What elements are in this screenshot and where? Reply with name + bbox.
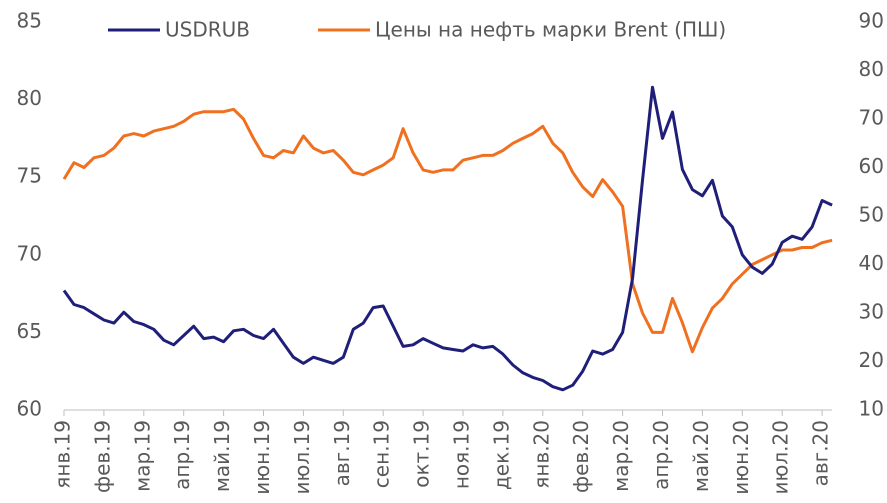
x-tick-label: апр.19 <box>170 420 194 490</box>
x-tick-label: июн.19 <box>250 420 274 495</box>
x-tick-label: июл.19 <box>290 420 314 494</box>
y2-tick-label: 30 <box>859 300 884 324</box>
x-tick-label: янв.19 <box>51 420 75 489</box>
series-line <box>62 85 833 392</box>
x-tick-label: май.19 <box>210 420 234 492</box>
legend-label: Цены на нефть марки Brent (ПШ) <box>375 18 726 42</box>
x-tick-label: апр.20 <box>649 420 673 490</box>
x-tick-label: фев.19 <box>90 420 114 493</box>
y-tick-label: 75 <box>17 164 42 188</box>
y2-tick-label: 80 <box>859 57 884 81</box>
x-tick-label: авг.19 <box>330 420 354 486</box>
x-tick-label: ноя.19 <box>450 420 474 489</box>
legend-label: USDRUB <box>165 18 250 42</box>
y2-tick-label: 60 <box>859 154 884 178</box>
x-tick-label: фев.20 <box>569 420 593 493</box>
x-tick-label: июн.20 <box>729 420 753 495</box>
y2-tick-label: 90 <box>859 9 884 33</box>
x-tick-label: июл.20 <box>769 420 793 494</box>
series-line <box>62 107 833 354</box>
y-tick-label: 60 <box>17 397 42 421</box>
y-tick-label: 80 <box>17 86 42 110</box>
x-tick-label: мар.20 <box>609 420 633 492</box>
y2-tick-label: 40 <box>859 251 884 275</box>
x-tick-label: дек.19 <box>489 420 513 490</box>
y2-tick-label: 70 <box>859 106 884 130</box>
y2-tick-label: 10 <box>859 397 884 421</box>
y-tick-label: 65 <box>17 319 42 343</box>
y2-tick-label: 50 <box>859 203 884 227</box>
x-tick-label: авг.20 <box>809 420 833 486</box>
x-tick-label: май.20 <box>689 420 713 492</box>
x-tick-label: мар.19 <box>130 420 154 492</box>
y-tick-label: 70 <box>17 241 42 265</box>
y2-tick-label: 20 <box>859 348 884 372</box>
x-tick-label: сен.19 <box>370 420 394 488</box>
y-tick-label: 85 <box>17 9 42 33</box>
x-tick-label: янв.20 <box>529 420 553 489</box>
x-tick-label: окт.19 <box>410 420 434 488</box>
